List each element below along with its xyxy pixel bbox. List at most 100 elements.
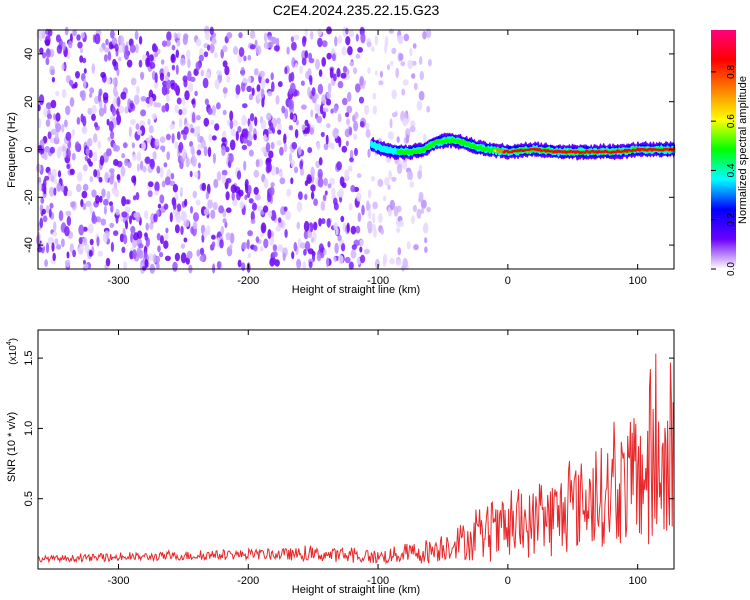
heatmap-noise-cell bbox=[121, 196, 127, 207]
heatmap-noise-cell bbox=[245, 183, 249, 194]
heatmap-noise-cell bbox=[52, 252, 56, 262]
heatmap-noise-cell bbox=[256, 84, 261, 92]
heatmap-noise-cell bbox=[340, 215, 345, 223]
heatmap-noise-cell bbox=[171, 64, 176, 71]
heatmap-noise-cell bbox=[176, 131, 181, 141]
heatmap-noise-cell bbox=[154, 190, 159, 196]
heatmap-noise-cell bbox=[276, 140, 282, 146]
heatmap-noise-cell bbox=[318, 217, 322, 227]
heatmap-noise-cell bbox=[209, 42, 215, 54]
heatmap-noise-cell bbox=[106, 77, 111, 85]
heatmap-noise-cell bbox=[191, 156, 197, 167]
heatmap-noise-cell bbox=[123, 49, 130, 61]
heatmap-noise-cell bbox=[135, 192, 140, 201]
heatmap-noise-cell bbox=[216, 237, 221, 248]
heatmap-noise-cell bbox=[348, 261, 354, 270]
heatmap-noise-cell bbox=[127, 161, 132, 169]
heatmap-noise-cell bbox=[163, 203, 169, 210]
heatmap-noise-cell bbox=[382, 258, 387, 267]
colorbar-ticks: 0.0 0.2 0.4 0.6 0.8 bbox=[711, 64, 737, 276]
heatmap-noise-cell bbox=[417, 170, 422, 180]
heatmap-noise-cell bbox=[152, 151, 157, 160]
heatmap-noise-cell bbox=[55, 90, 60, 97]
heatmap-noise-cell bbox=[88, 161, 93, 167]
heatmap-noise-cell bbox=[147, 118, 151, 126]
heatmap-noise-cell bbox=[130, 102, 134, 110]
heatmap-noise-cell bbox=[276, 37, 280, 47]
heatmap-noise-cell bbox=[113, 159, 119, 166]
heatmap-noise-cell bbox=[165, 79, 171, 90]
heatmap-noise-cell bbox=[159, 251, 164, 258]
heatmap-noise-cell bbox=[225, 191, 230, 201]
heatmap-noise-cell bbox=[102, 232, 107, 243]
heatmap-noise-cell bbox=[365, 122, 370, 130]
heatmap-noise-cell bbox=[80, 199, 84, 208]
heatmap-noise-cell bbox=[250, 210, 255, 222]
heatmap-noise-cell bbox=[116, 96, 121, 108]
heatmap-noise-cell bbox=[288, 73, 292, 83]
heatmap-noise-cell bbox=[100, 218, 107, 226]
heatmap-noise-cell bbox=[317, 177, 324, 188]
heatmap-noise-cell bbox=[207, 146, 212, 158]
heatmap-noise-cell bbox=[255, 236, 260, 243]
heatmap-noise-cell bbox=[409, 120, 416, 127]
heatmap-noise-cell bbox=[115, 212, 119, 224]
heatmap-noise-cell bbox=[175, 64, 179, 75]
heatmap-noise-cell bbox=[247, 230, 254, 237]
heatmap-noise-cell bbox=[78, 224, 85, 236]
heatmap-noise-cell bbox=[296, 221, 301, 230]
heatmap-noise-cell bbox=[178, 117, 183, 128]
heatmap-noise-cell bbox=[53, 179, 58, 185]
heatmap-noise-cell bbox=[409, 181, 414, 188]
heatmap-noise-cell bbox=[143, 251, 148, 260]
heatmap-noise-cell bbox=[213, 178, 219, 189]
heatmap-noise-cell bbox=[265, 78, 270, 84]
heatmap-noise-cell bbox=[226, 32, 233, 39]
heatmap-noise-cell bbox=[273, 45, 280, 52]
heatmap-noise-cell bbox=[308, 52, 312, 60]
heatmap-noise-cell bbox=[136, 163, 140, 172]
heatmap-noise-cell bbox=[130, 118, 136, 126]
heatmap-noise-cell bbox=[319, 104, 324, 115]
heatmap-noise-cell bbox=[124, 199, 130, 205]
heatmap-noise-cell bbox=[62, 41, 66, 51]
heatmap-noise-cell bbox=[104, 171, 109, 183]
heatmap-noise-cell bbox=[248, 149, 254, 157]
heatmap-noise-cell bbox=[391, 47, 397, 55]
heatmap-noise-cell bbox=[144, 156, 151, 164]
heatmap-noise-cell bbox=[203, 146, 208, 157]
heatmap-noise-cell bbox=[338, 254, 344, 265]
heatmap-noise-cell bbox=[357, 47, 363, 53]
heatmap-noise-cell bbox=[148, 181, 154, 188]
heatmap-noise-cell bbox=[302, 261, 307, 271]
heatmap-noise-cell bbox=[342, 65, 348, 73]
heatmap-noise-cell bbox=[207, 44, 211, 51]
heatmap-noise-cell bbox=[384, 43, 388, 54]
heatmap-noise-cell bbox=[354, 111, 358, 120]
heatmap-noise-cell bbox=[210, 209, 216, 219]
heatmap-noise-cell bbox=[349, 126, 353, 136]
heatmap-noise-cell bbox=[313, 198, 318, 206]
heatmap-noise-cell bbox=[358, 96, 365, 104]
heatmap-noise-cell bbox=[271, 258, 277, 264]
heatmap-noise-cell bbox=[240, 81, 246, 92]
heatmap-noise-cell bbox=[144, 210, 149, 220]
heatmap-noise-cell bbox=[318, 69, 323, 77]
heatmap-noise-cell bbox=[344, 169, 349, 181]
heatmap-noise-cell bbox=[105, 257, 111, 267]
heatmap-noise-cell bbox=[345, 27, 349, 35]
heatmap-noise-cell bbox=[56, 182, 62, 192]
heatmap-noise-cell bbox=[265, 142, 271, 153]
heatmap-noise-cell bbox=[192, 221, 198, 230]
heatmap-noise-cell bbox=[253, 133, 257, 141]
heatmap-noise-cell bbox=[149, 222, 154, 230]
heatmap-noise-cell bbox=[174, 141, 179, 149]
heatmap-noise-cell bbox=[67, 189, 73, 197]
heatmap-noise-cell bbox=[384, 176, 390, 186]
heatmap-noise-cell bbox=[75, 71, 80, 79]
heatmap-noise-cell bbox=[203, 230, 208, 239]
heatmap-noise-cell bbox=[293, 241, 298, 252]
bottom-y-axis-label: SNR (10 * v/v) bbox=[6, 412, 18, 482]
heatmap-noise-cell bbox=[222, 60, 228, 68]
